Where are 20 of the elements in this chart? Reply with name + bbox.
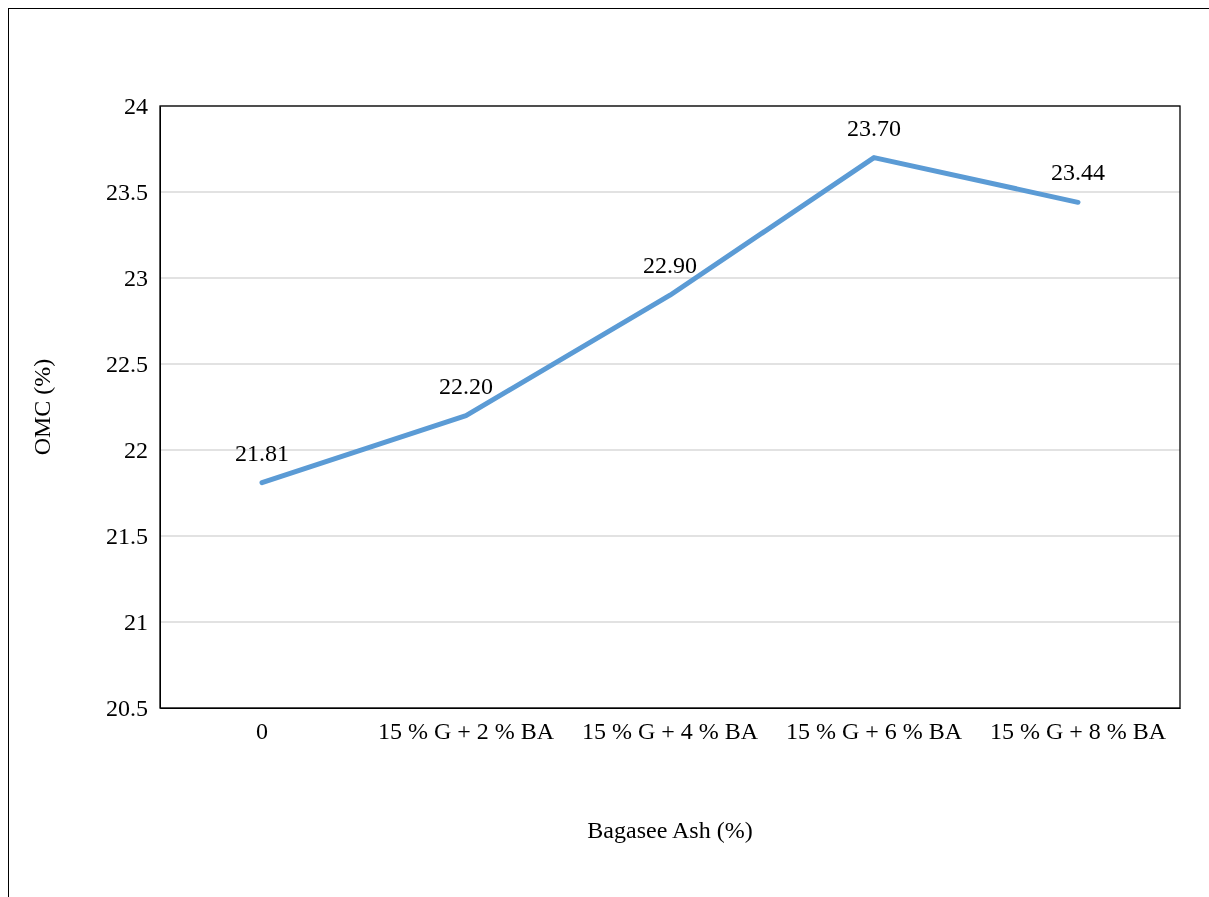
x-tick-label: 15 % G + 8 % BA [989, 718, 1167, 745]
y-tick-label: 23.5 [106, 179, 148, 206]
y-tick-label: 21 [124, 609, 148, 636]
y-tick-label: 22.5 [106, 351, 148, 378]
y-tick-label: 21.5 [106, 523, 148, 550]
x-tick-label: 15 % G + 6 % BA [785, 718, 963, 745]
data-label: 21.81 [235, 439, 289, 466]
x-tick-label: 0 [256, 718, 268, 745]
y-tick-label: 22 [124, 437, 148, 464]
data-label: 22.20 [439, 372, 493, 399]
y-tick-label: 23 [124, 265, 148, 292]
data-label: 23.70 [847, 114, 901, 141]
y-tick-label: 24 [124, 93, 148, 120]
x-tick-label: 15 % G + 2 % BA [377, 718, 555, 745]
x-axis-title: Bagasee Ash (%) [587, 817, 753, 843]
data-label: 22.90 [643, 252, 697, 279]
x-tick-label: 15 % G + 4 % BA [581, 718, 759, 745]
y-tick-label: 20.5 [106, 695, 148, 722]
data-label: 23.44 [1051, 159, 1105, 186]
y-axis-title: OMC (%) [29, 358, 55, 456]
